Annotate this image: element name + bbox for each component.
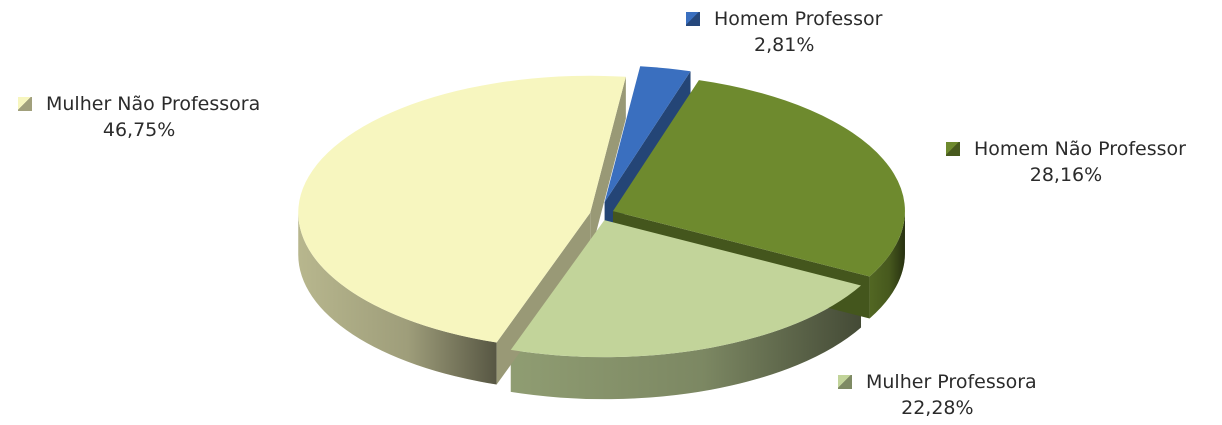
slice-name: Mulher Não Professora: [46, 91, 260, 117]
slice-name: Homem Não Professor: [974, 136, 1186, 162]
legend-swatch: [838, 375, 852, 389]
slice-label-homem-nao-professor: Homem Não Professor 28,16%: [946, 136, 1186, 188]
slice-label-mulher-professora: Mulher Professora 22,28%: [838, 369, 1037, 421]
slice-name: Homem Professor: [714, 6, 882, 32]
legend-swatch: [946, 142, 960, 156]
slice-label-homem-professor: Homem Professor 2,81%: [686, 6, 882, 58]
slice-percent: 28,16%: [946, 162, 1186, 188]
slice-percent: 2,81%: [686, 32, 882, 58]
slice-percent: 46,75%: [18, 117, 260, 143]
legend-swatch: [18, 97, 32, 111]
slice-percent: 22,28%: [838, 395, 1037, 421]
slice-name: Mulher Professora: [866, 369, 1037, 395]
legend-swatch: [686, 12, 700, 26]
slice-label-mulher-nao-professora: Mulher Não Professora 46,75%: [18, 91, 260, 143]
